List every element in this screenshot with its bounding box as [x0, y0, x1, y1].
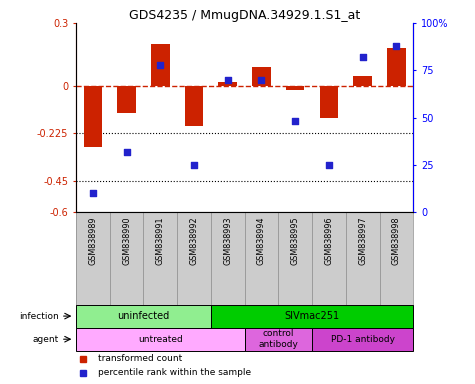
Point [224, 77, 232, 83]
Point [123, 149, 130, 155]
Bar [185, 86, 203, 126]
Text: agent: agent [33, 335, 59, 344]
Bar [211, 305, 413, 328]
Point [257, 77, 265, 83]
Bar [84, 86, 102, 147]
Point [292, 118, 299, 124]
Text: uninfected: uninfected [117, 311, 170, 321]
Bar [245, 328, 312, 351]
Bar [312, 328, 413, 351]
Text: GSM838995: GSM838995 [291, 217, 300, 265]
Text: untreated: untreated [138, 335, 183, 344]
Point [325, 162, 332, 168]
Bar [353, 76, 372, 86]
Text: GSM838996: GSM838996 [324, 217, 333, 265]
Text: PD-1 antibody: PD-1 antibody [331, 335, 395, 344]
Text: GSM838989: GSM838989 [88, 217, 97, 265]
Bar [320, 86, 338, 118]
Text: GSM838991: GSM838991 [156, 217, 165, 265]
Text: GSM838994: GSM838994 [257, 217, 266, 265]
Text: GSM838998: GSM838998 [392, 217, 401, 265]
Text: infection: infection [19, 311, 59, 321]
Bar [76, 328, 245, 351]
Text: percentile rank within the sample: percentile rank within the sample [98, 368, 251, 377]
Point [393, 43, 400, 49]
Point [190, 162, 198, 168]
Text: control
antibody: control antibody [258, 329, 298, 349]
Text: GSM838997: GSM838997 [358, 217, 367, 265]
Bar [387, 48, 406, 86]
Bar [151, 44, 170, 86]
Point [359, 54, 367, 60]
Text: GSM838992: GSM838992 [190, 217, 199, 265]
Bar [286, 86, 304, 90]
Point [156, 61, 164, 68]
Point [89, 190, 97, 196]
Text: GSM838990: GSM838990 [122, 217, 131, 265]
Text: GSM838993: GSM838993 [223, 217, 232, 265]
Title: GDS4235 / MmugDNA.34929.1.S1_at: GDS4235 / MmugDNA.34929.1.S1_at [129, 9, 360, 22]
Text: transformed count: transformed count [98, 354, 182, 364]
Text: SIVmac251: SIVmac251 [285, 311, 340, 321]
Bar [117, 86, 136, 113]
Bar [218, 82, 237, 86]
Bar [76, 305, 211, 328]
Bar [252, 67, 271, 86]
